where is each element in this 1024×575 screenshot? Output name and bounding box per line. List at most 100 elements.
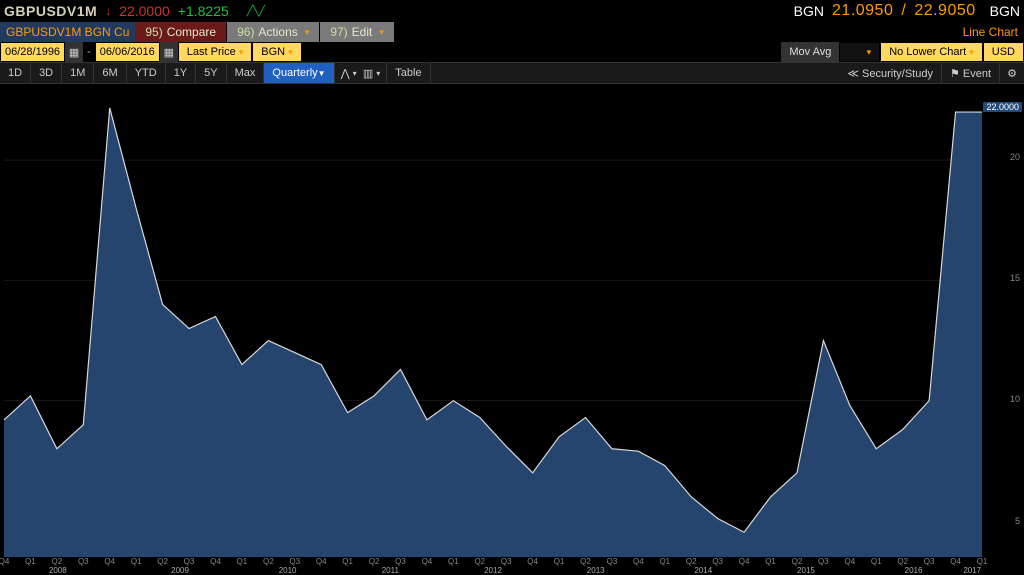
- x-quarter-label: Q1: [237, 557, 248, 566]
- x-quarter-label: Q2: [686, 557, 697, 566]
- y-axis: 510152022.0000: [984, 84, 1022, 557]
- event-button[interactable]: ⚑ Event: [942, 63, 1000, 83]
- y-price-marker: 22.0000: [983, 102, 1022, 112]
- timeframe-6m[interactable]: 6M: [94, 63, 126, 83]
- x-year-label: 2009: [171, 566, 189, 575]
- x-year-label: 2014: [694, 566, 712, 575]
- dropdown-icon: ▾: [379, 27, 384, 38]
- function-bar: GBPUSDV1M BGN Cu 95) Compare 96) Actions…: [0, 22, 1024, 42]
- price-direction-icon: ↓: [105, 4, 111, 18]
- y-tick-label: 20: [1010, 152, 1020, 162]
- x-quarter-label: Q3: [712, 557, 723, 566]
- x-quarter-label: Q2: [263, 557, 274, 566]
- edit-label: Edit: [352, 25, 373, 39]
- chart-style-group[interactable]: ⋀ ▾ ▥ ▾: [335, 63, 388, 83]
- x-axis: Q4 Q1 Q2 Q3 Q4 Q1 Q2 Q3 Q4 Q1 Q2 Q3 Q4 Q1 Q2 Q3 Q4 Q1 Q2 Q3…: [0, 557, 982, 575]
- x-year-label: 2015: [797, 566, 815, 575]
- chart-type-label: Line Chart: [957, 22, 1024, 42]
- parameter-bar: 06/28/1996 ▦ - 06/06/2016 ▦ Last Price▾ …: [0, 42, 1024, 62]
- price-type-select[interactable]: Last Price▾: [178, 42, 252, 62]
- timeframe-ytd[interactable]: YTD: [127, 63, 166, 83]
- x-quarter-label: Q4: [844, 557, 855, 566]
- last-value: 22.0000: [119, 3, 170, 19]
- change-value: +1.8225: [178, 3, 229, 19]
- calendar-icon[interactable]: ▦: [65, 42, 83, 62]
- actions-label: Actions: [258, 25, 297, 39]
- timeframe-1y[interactable]: 1Y: [166, 63, 196, 83]
- timeframe-1d[interactable]: 1D: [0, 63, 31, 83]
- x-year-label: 2010: [279, 566, 297, 575]
- quote-separator: /: [901, 2, 906, 20]
- x-year-label: 2011: [382, 566, 399, 575]
- y-tick-label: 5: [1015, 516, 1020, 526]
- x-quarter-label: Q4: [950, 557, 961, 566]
- x-quarter-label: Q1: [448, 557, 459, 566]
- currency-select[interactable]: USD: [983, 42, 1024, 62]
- table-toggle[interactable]: Table: [387, 63, 430, 83]
- sparkline-icon: ╱╲╱: [247, 6, 265, 17]
- x-quarter-label: Q1: [659, 557, 670, 566]
- x-quarter-label: Q1: [554, 557, 565, 566]
- timeframe-bar: 1D3D1M6MYTD1Y5YMaxQuarterly ▼⋀ ▾ ▥ ▾Tabl…: [0, 62, 1024, 84]
- top-quote-bar: GBPUSDV1M ↓ 22.0000 +1.8225 ╱╲╱ BGN 21.0…: [0, 0, 1024, 22]
- x-quarter-label: Q2: [474, 557, 485, 566]
- x-quarter-label: Q4: [0, 557, 9, 566]
- x-quarter-label: Q2: [897, 557, 908, 566]
- x-quarter-label: Q2: [369, 557, 380, 566]
- x-quarter-label: Q4: [739, 557, 750, 566]
- timeframe-quarterly[interactable]: Quarterly ▼: [264, 63, 334, 83]
- line-chart: [0, 84, 1024, 575]
- x-quarter-label: Q3: [924, 557, 935, 566]
- x-quarter-label: Q3: [501, 557, 512, 566]
- date-separator: -: [83, 42, 95, 62]
- edit-button[interactable]: 97) Edit ▾: [320, 22, 395, 42]
- x-quarter-label: Q2: [157, 557, 168, 566]
- x-quarter-label: Q4: [527, 557, 538, 566]
- timeframe-5y[interactable]: 5Y: [196, 63, 226, 83]
- security-description: GBPUSDV1M BGN Cu: [0, 22, 135, 42]
- ask-price: 22.9050: [914, 2, 975, 20]
- candlestick-icon[interactable]: ▥: [363, 67, 373, 80]
- source-right: BGN: [990, 3, 1020, 19]
- actions-button[interactable]: 96) Actions ▾: [227, 22, 320, 42]
- security-study-button[interactable]: ≪ Security/Study: [839, 63, 942, 83]
- x-quarter-label: Q1: [342, 557, 353, 566]
- source-left: BGN: [794, 3, 824, 19]
- x-quarter-label: Q2: [580, 557, 591, 566]
- settings-gear-icon[interactable]: ⚙: [1000, 63, 1024, 83]
- dropdown-icon: ▾: [305, 27, 310, 38]
- x-quarter-label: Q1: [765, 557, 776, 566]
- x-quarter-label: Q1: [871, 557, 882, 566]
- date-from-input[interactable]: 06/28/1996: [0, 42, 65, 62]
- compare-shortcut: 95): [145, 25, 162, 39]
- x-quarter-label: Q4: [104, 557, 115, 566]
- bid-price: 21.0950: [832, 2, 893, 20]
- x-year-label: 2012: [484, 566, 502, 575]
- ticker-symbol: GBPUSDV1M: [4, 3, 97, 19]
- x-quarter-label: Q4: [210, 557, 221, 566]
- timeframe-3d[interactable]: 3D: [31, 63, 62, 83]
- x-quarter-label: Q4: [422, 557, 433, 566]
- x-quarter-label: Q3: [818, 557, 829, 566]
- chart-area[interactable]: [0, 84, 1024, 575]
- timeframe-1m[interactable]: 1M: [62, 63, 94, 83]
- date-to-input[interactable]: 06/06/2016: [95, 42, 160, 62]
- mov-avg-select[interactable]: ▾: [839, 42, 880, 62]
- x-quarter-label: Q3: [78, 557, 89, 566]
- x-year-label: 2008: [49, 566, 67, 575]
- mov-avg-label: Mov Avg: [781, 42, 839, 62]
- x-quarter-label: Q3: [607, 557, 618, 566]
- source-select[interactable]: BGN▾: [252, 42, 301, 62]
- x-quarter-label: Q2: [52, 557, 63, 566]
- line-chart-icon[interactable]: ⋀: [341, 67, 350, 80]
- actions-shortcut: 96): [237, 25, 254, 39]
- edit-shortcut: 97): [330, 25, 347, 39]
- calendar-icon[interactable]: ▦: [160, 42, 178, 62]
- compare-button[interactable]: 95) Compare: [135, 22, 227, 42]
- x-year-label: 2016: [905, 566, 923, 575]
- compare-label: Compare: [167, 25, 216, 39]
- x-year-label: 2017: [963, 566, 981, 575]
- timeframe-max[interactable]: Max: [227, 63, 265, 83]
- x-quarter-label: Q3: [184, 557, 195, 566]
- lower-chart-select[interactable]: No Lower Chart▾: [880, 42, 983, 62]
